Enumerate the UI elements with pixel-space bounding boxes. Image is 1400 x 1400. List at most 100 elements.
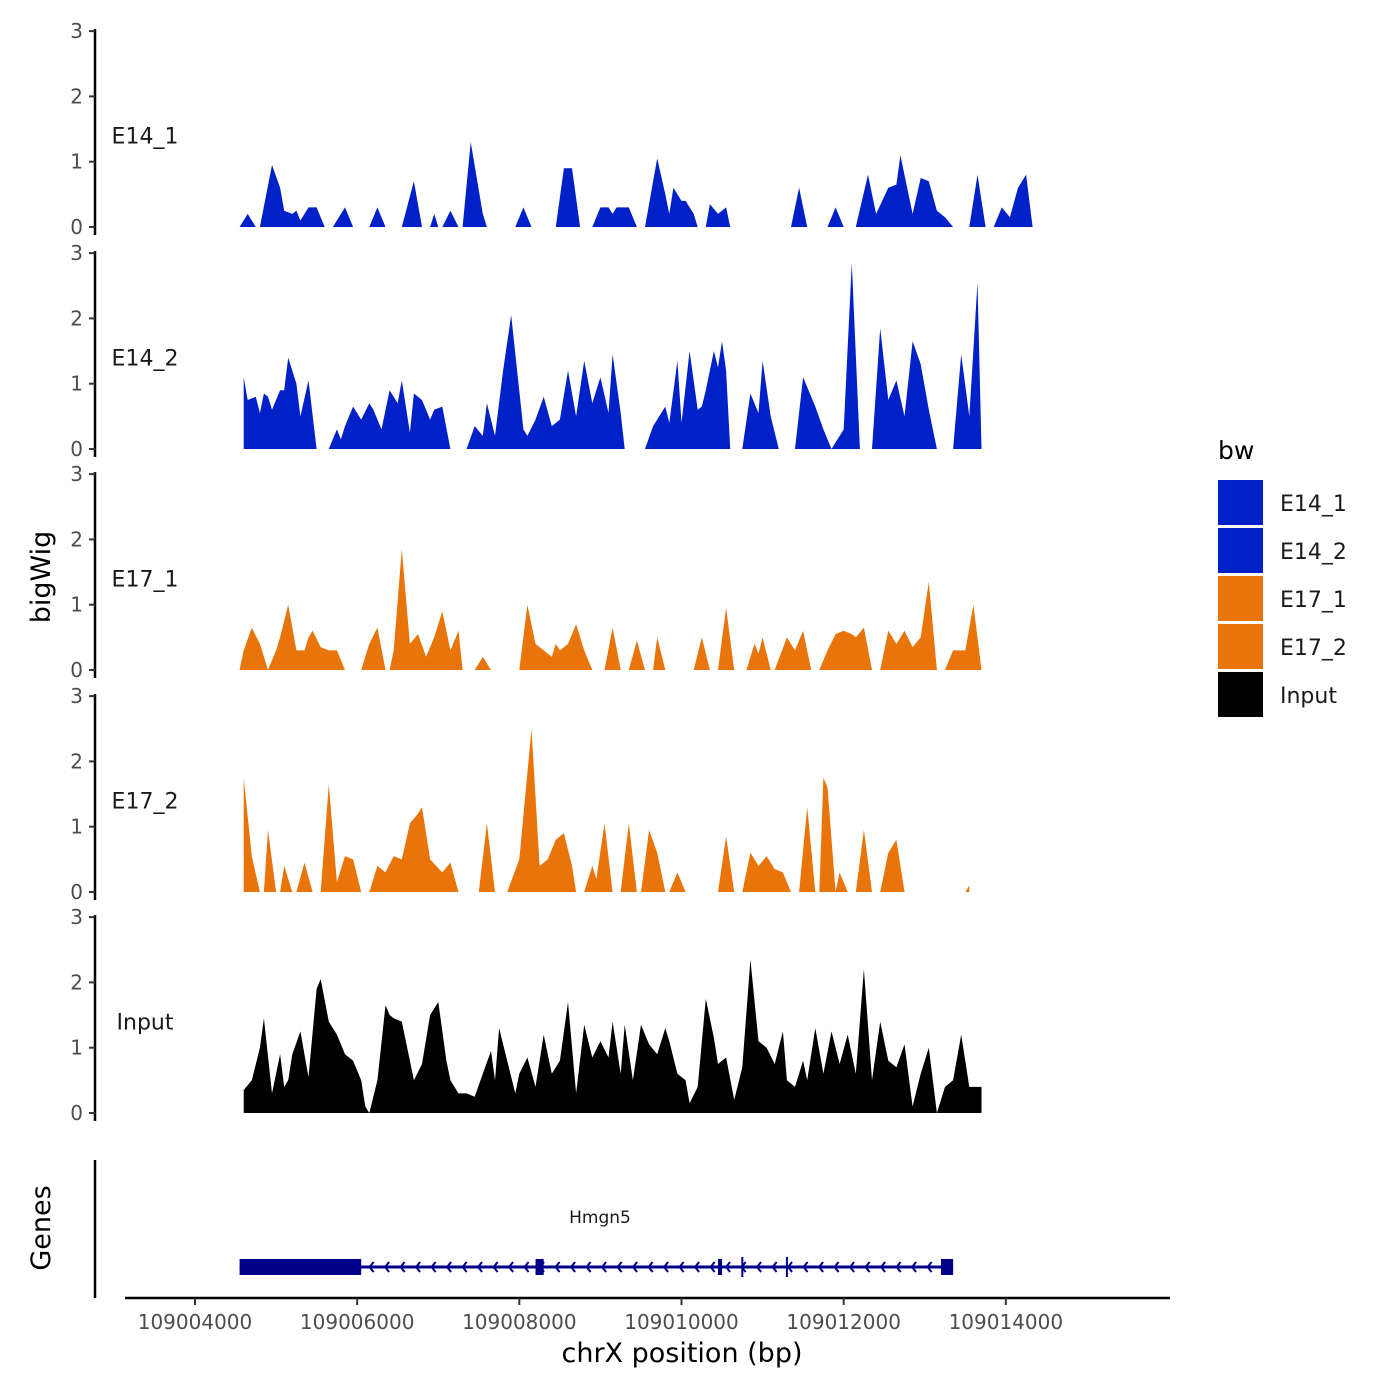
- legend-swatch-e17-1: [1218, 576, 1263, 621]
- strand-arrow: [554, 1261, 561, 1273]
- area-e14-2: [243, 262, 982, 449]
- gene-exon-2: [535, 1259, 544, 1275]
- track-e14-2: 0 1 2 3 E14_2: [70, 241, 982, 461]
- strand-arrow: [662, 1261, 669, 1273]
- x-axis: 109004000 109006000 109008000 109010000 1090…: [125, 1296, 1170, 1334]
- strand-arrow: [414, 1261, 421, 1273]
- strand-arrow: [461, 1261, 468, 1273]
- strand-arrow: [910, 1261, 917, 1273]
- y-tick-label-e14-1-1: 1: [70, 150, 83, 174]
- y-tick-label-e14-1-2: 2: [70, 84, 83, 108]
- strand-arrow: [786, 1261, 793, 1273]
- y-tick-label-input-3: 3: [70, 905, 83, 929]
- strand-arrow: [383, 1261, 390, 1273]
- track-e17-1: 0 1 2 3 E17_1: [70, 462, 982, 682]
- strand-arrow: [631, 1261, 638, 1273]
- legend-label-e17-2: E17_2: [1280, 636, 1347, 661]
- legend-label-e14-1: E14_1: [1280, 492, 1347, 517]
- x-axis-title: chrX position (bp): [561, 1338, 802, 1369]
- x-tick-label-109004000: 109004000: [138, 1310, 253, 1334]
- legend-swatch-input: [1218, 672, 1263, 717]
- y-tick-label-e17-2-0: 0: [70, 880, 83, 904]
- strand-arrow: [399, 1261, 406, 1273]
- x-tick-label-109008000: 109008000: [462, 1310, 577, 1334]
- y-tick-label-e17-2-1: 1: [70, 815, 83, 839]
- y-tick-label-input-0: 0: [70, 1101, 83, 1125]
- strand-arrow: [492, 1261, 499, 1273]
- x-tick-label-109010000: 109010000: [624, 1310, 739, 1334]
- gene-exon-1: [239, 1259, 362, 1275]
- track-label-input: Input: [117, 1011, 174, 1036]
- y-tick-label-e14-2-1: 1: [70, 372, 83, 396]
- track-e17-2: 0 1 2 3 E17_2: [70, 684, 970, 904]
- strand-arrow: [647, 1261, 654, 1273]
- track-label-e17-2: E17_2: [112, 790, 179, 815]
- y-tick-label-e14-2-3: 3: [70, 241, 83, 265]
- area-e14-1: [239, 142, 1033, 227]
- track-label-e17-1: E17_1: [112, 568, 179, 593]
- y-tick-label-e17-1-2: 2: [70, 527, 83, 551]
- legend-title: bw: [1218, 436, 1254, 465]
- genes-axis-title: Genes: [26, 1185, 57, 1270]
- area-e17-1: [239, 549, 982, 670]
- track-e14-1: 0 1 2 3 E14_1: [70, 19, 1033, 239]
- strand-arrow: [445, 1261, 452, 1273]
- track-input: 0 1 2 3 Input: [70, 905, 982, 1125]
- track-label-e14-2: E14_2: [112, 347, 179, 372]
- strand-arrow: [724, 1261, 731, 1273]
- legend-swatch-e17-2: [1218, 624, 1263, 669]
- strand-arrow: [848, 1261, 855, 1273]
- strand-arrow: [817, 1261, 824, 1273]
- strand-arrow: [864, 1261, 871, 1273]
- strand-arrow: [693, 1261, 700, 1273]
- legend-swatch-e14-1: [1218, 480, 1263, 525]
- gene-exon-4: [940, 1259, 954, 1275]
- gene-hmgn5: Hmgn5: [239, 1208, 954, 1277]
- y-tick-label-e14-1-3: 3: [70, 19, 83, 43]
- y-tick-label-e17-2-2: 2: [70, 749, 83, 773]
- y-tick-label-e17-1-0: 0: [70, 658, 83, 682]
- strand-arrow: [755, 1261, 762, 1273]
- x-tick-label-109014000: 109014000: [949, 1310, 1064, 1334]
- gene-track: Hmgn5: [93, 1160, 954, 1298]
- strand-arrow: [802, 1261, 809, 1273]
- strand-arrow: [678, 1261, 685, 1273]
- strand-arrow: [585, 1261, 592, 1273]
- y-tick-label-e14-1-0: 0: [70, 215, 83, 239]
- strand-arrow: [771, 1261, 778, 1273]
- strand-arrow: [507, 1261, 514, 1273]
- strand-arrow: [600, 1261, 607, 1273]
- legend-label-e17-1: E17_1: [1280, 588, 1347, 613]
- area-e17-2: [243, 728, 970, 892]
- legend-swatch-e14-2: [1218, 528, 1263, 573]
- strand-arrow: [523, 1261, 530, 1273]
- y-tick-label-e17-1-3: 3: [70, 462, 83, 486]
- y-axis-title: bigWig: [26, 531, 57, 624]
- strand-arrow: [368, 1261, 375, 1273]
- y-tick-label-e17-1-1: 1: [70, 593, 83, 617]
- strand-arrow: [879, 1261, 886, 1273]
- legend: bw E14_1 E14_2 E17_1 E17_2 Input: [1218, 436, 1347, 717]
- strand-arrow: [833, 1261, 840, 1273]
- gene-label-hmgn5: Hmgn5: [569, 1208, 631, 1228]
- strand-arrow: [895, 1261, 902, 1273]
- legend-label-input: Input: [1280, 684, 1337, 709]
- gene-exon-3: [717, 1259, 723, 1275]
- y-tick-label-e14-2-0: 0: [70, 437, 83, 461]
- y-tick-label-e17-2-3: 3: [70, 684, 83, 708]
- area-input: [243, 959, 982, 1113]
- tracks-layer: 0 1 2 3 E14_1 0 1 2 3 E14_2 0 1 2 3 E17_1 0 1 2 3 E17_2 0 1 2 3…: [70, 19, 1033, 1125]
- x-tick-label-109012000: 109012000: [786, 1310, 901, 1334]
- strand-arrow: [476, 1261, 483, 1273]
- legend-label-e14-2: E14_2: [1280, 540, 1347, 565]
- strand-arrow: [569, 1261, 576, 1273]
- track-label-e14-1: E14_1: [112, 125, 179, 150]
- strand-arrow: [926, 1261, 933, 1273]
- strand-arrow: [709, 1261, 716, 1273]
- y-tick-label-input-1: 1: [70, 1036, 83, 1060]
- strand-arrow: [616, 1261, 623, 1273]
- strand-arrow: [430, 1261, 437, 1273]
- y-tick-label-input-2: 2: [70, 970, 83, 994]
- x-tick-label-109006000: 109006000: [300, 1310, 415, 1334]
